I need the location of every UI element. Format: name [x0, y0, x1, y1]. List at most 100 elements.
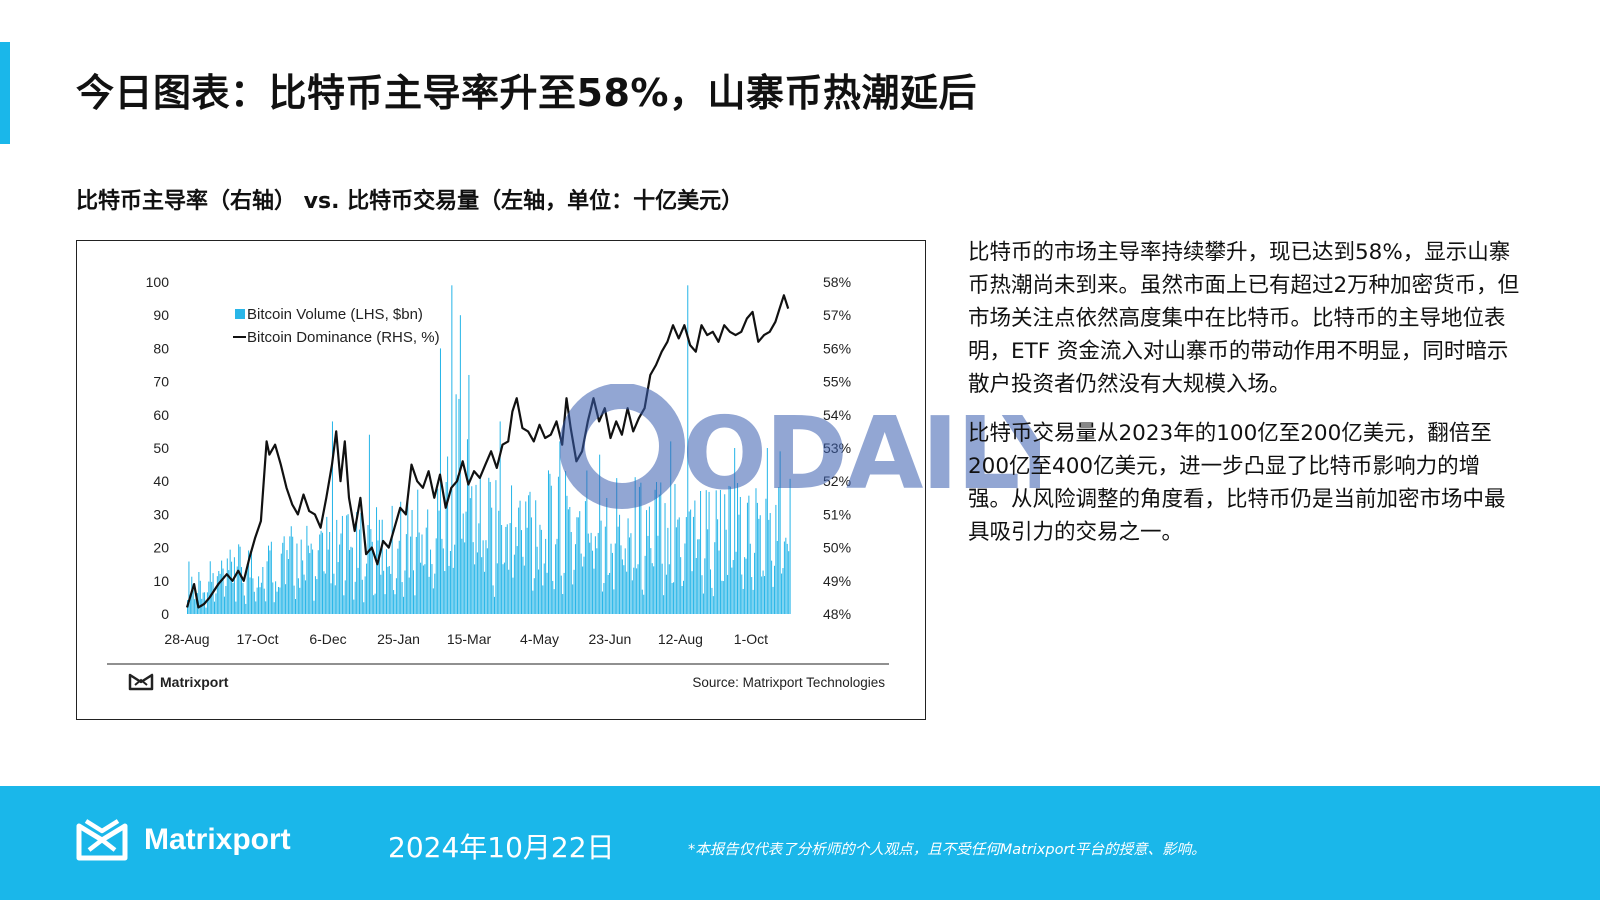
volume-bar — [317, 550, 319, 614]
volume-bar — [538, 569, 540, 614]
volume-bar — [344, 580, 346, 614]
volume-bar — [265, 601, 267, 614]
volume-bar — [651, 563, 653, 614]
volume-bar — [643, 594, 645, 614]
volume-bar — [553, 589, 555, 614]
volume-bar — [444, 571, 446, 614]
volume-bar — [349, 550, 351, 614]
volume-bar — [457, 475, 459, 614]
volume-bar — [746, 502, 748, 614]
volume-bar — [751, 577, 753, 614]
right-tick-label: 53% — [823, 440, 851, 456]
volume-bar — [395, 578, 397, 614]
volume-bar — [415, 536, 417, 614]
volume-bar — [354, 581, 356, 614]
volume-bar — [724, 494, 726, 614]
volume-bar — [481, 557, 483, 614]
volume-bar — [293, 585, 295, 614]
volume-bar — [243, 595, 245, 614]
x-tick-label: 25-Jan — [377, 631, 420, 647]
volume-bar — [192, 584, 194, 614]
volume-bar — [242, 582, 244, 614]
volume-bar — [644, 555, 646, 614]
volume-bar — [574, 544, 576, 614]
volume-bar — [682, 580, 685, 614]
volume-bar — [702, 593, 704, 614]
volume-bar — [589, 542, 591, 614]
volume-bar — [658, 494, 660, 614]
volume-bar — [225, 585, 227, 614]
volume-bar — [569, 507, 571, 614]
volume-bar — [206, 592, 208, 614]
volume-bar — [388, 566, 390, 614]
volume-bar — [219, 573, 221, 614]
volume-bar — [665, 574, 667, 614]
volume-bar — [711, 587, 713, 614]
volume-bar — [408, 577, 410, 614]
volume-bar — [655, 481, 658, 614]
volume-bar — [404, 570, 406, 614]
volume-bar — [526, 527, 528, 614]
volume-bar — [447, 456, 449, 614]
volume-bar — [222, 568, 224, 614]
volume-bar — [221, 560, 223, 614]
volume-bar — [485, 540, 487, 614]
volume-bar — [692, 516, 694, 614]
volume-bar — [528, 495, 530, 614]
volume-bar — [330, 583, 332, 614]
volume-bar — [437, 488, 439, 614]
chart-brand-label: Matrixport — [160, 674, 229, 690]
volume-bar — [211, 581, 213, 614]
volume-bar — [555, 544, 557, 614]
volume-bar — [532, 590, 534, 614]
volume-bar — [493, 596, 495, 614]
volume-bar — [582, 566, 584, 614]
volume-bar — [489, 481, 491, 614]
volume-bar — [549, 473, 551, 614]
volume-bar — [289, 536, 291, 614]
volume-bar — [734, 448, 736, 614]
volume-bar — [398, 540, 400, 614]
volume-bar — [310, 543, 312, 614]
left-tick-label: 0 — [161, 606, 169, 622]
volume-bar — [725, 529, 727, 614]
volume-bar — [506, 524, 508, 614]
left-tick-label: 40 — [153, 473, 169, 489]
volume-bar — [748, 495, 750, 614]
right-tick-label: 55% — [823, 374, 851, 390]
legend-dominance-label: Bitcoin Dominance (RHS, %) — [247, 329, 440, 346]
left-tick-label: 20 — [153, 540, 169, 556]
volume-bar — [366, 563, 368, 614]
volume-bar — [596, 548, 598, 614]
volume-bar — [229, 549, 231, 614]
volume-bar — [628, 537, 631, 614]
right-tick-label: 57% — [823, 307, 851, 323]
volume-bar — [466, 439, 468, 614]
volume-bar — [430, 549, 432, 614]
volume-bar — [600, 520, 602, 614]
volume-bar — [417, 489, 419, 614]
volume-bar — [356, 512, 358, 614]
volume-bar — [368, 434, 370, 614]
report-date: 2024年10月22日 — [388, 831, 615, 864]
volume-bars — [187, 285, 791, 614]
volume-bar — [422, 565, 424, 614]
volume-bar — [299, 587, 301, 614]
volume-bar — [606, 497, 608, 614]
volume-bar — [607, 574, 609, 614]
volume-bar — [566, 495, 568, 614]
volume-bar — [324, 573, 326, 614]
volume-bar — [341, 515, 343, 614]
volume-bar — [347, 514, 349, 614]
volume-bar — [520, 530, 522, 614]
volume-bar — [272, 582, 274, 614]
volume-bar — [334, 585, 336, 614]
volume-bar — [529, 491, 531, 614]
volume-bar — [465, 511, 467, 614]
volume-bar — [279, 587, 281, 614]
left-axis-ticks: 0 10 20 30 40 50 60 70 80 90 100 — [146, 274, 170, 622]
disclaimer: *本报告仅代表了分析师的个人观点，且不受任何Matrixport平台的授意、影响… — [688, 842, 1206, 858]
volume-bar — [479, 476, 481, 614]
volume-bar — [577, 517, 579, 614]
volume-bar — [638, 486, 640, 614]
